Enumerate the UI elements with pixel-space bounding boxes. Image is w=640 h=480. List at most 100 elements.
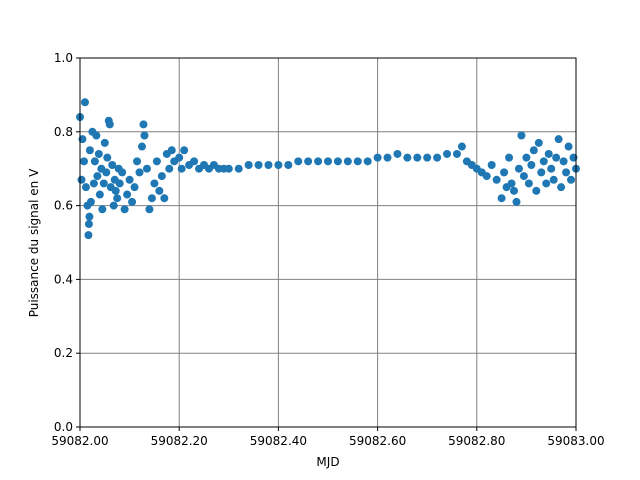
point — [125, 175, 134, 184]
point — [383, 153, 392, 162]
y-tick-label: 0.8 — [54, 125, 73, 139]
x-axis-label: MJD — [316, 455, 339, 469]
point — [105, 120, 114, 129]
point — [133, 157, 142, 166]
point — [140, 131, 149, 140]
point — [544, 149, 553, 158]
point — [497, 194, 506, 203]
point — [167, 146, 176, 155]
point — [324, 157, 332, 166]
point — [393, 149, 402, 158]
point — [514, 164, 523, 173]
point — [92, 131, 101, 140]
point — [138, 142, 146, 151]
point — [537, 168, 546, 177]
point — [443, 149, 452, 158]
point — [507, 179, 516, 188]
point — [542, 179, 551, 188]
point — [175, 153, 184, 162]
plot-frame — [79, 57, 577, 428]
point — [559, 157, 568, 166]
point — [79, 157, 88, 166]
point — [108, 161, 117, 170]
point — [423, 153, 432, 162]
point — [165, 164, 174, 173]
point — [487, 161, 496, 170]
point — [457, 142, 466, 151]
y-tick-label: 0.2 — [54, 346, 73, 360]
point — [562, 168, 571, 177]
point — [413, 153, 422, 162]
point — [527, 161, 536, 170]
point — [155, 186, 164, 195]
point — [80, 98, 89, 107]
point — [552, 153, 561, 162]
point — [120, 205, 129, 214]
point — [115, 179, 124, 188]
point — [539, 157, 548, 166]
point — [103, 153, 112, 162]
point — [152, 157, 161, 166]
point — [254, 161, 263, 170]
point — [304, 157, 313, 166]
point — [94, 149, 103, 158]
y-tick-label: 0.0 — [54, 420, 73, 434]
point — [77, 175, 86, 184]
point — [109, 201, 118, 210]
point — [403, 153, 412, 162]
point — [177, 164, 186, 173]
point — [93, 172, 102, 181]
x-tick-label: 59082.00 — [51, 434, 108, 448]
x-tick-label: 59082.80 — [448, 434, 505, 448]
point — [81, 183, 90, 192]
point — [274, 161, 283, 170]
point — [500, 168, 509, 177]
point — [264, 161, 273, 170]
point — [557, 183, 566, 192]
y-axis-label: Puissance du signal en V — [27, 168, 41, 317]
point — [549, 175, 558, 184]
point — [373, 153, 382, 162]
point — [519, 172, 528, 181]
point — [145, 205, 154, 214]
point — [89, 179, 98, 188]
point — [564, 142, 573, 151]
point — [534, 138, 543, 147]
point — [482, 172, 491, 181]
x-tick-label: 59082.20 — [151, 434, 208, 448]
point — [554, 135, 563, 144]
point — [353, 157, 362, 166]
point — [524, 179, 533, 188]
point — [150, 179, 159, 188]
point — [522, 153, 531, 162]
point — [512, 197, 521, 206]
point — [343, 157, 352, 166]
point — [510, 186, 518, 195]
y-tick-label: 0.6 — [54, 199, 73, 213]
point — [85, 212, 94, 221]
point — [98, 205, 107, 214]
point — [284, 161, 293, 170]
point — [130, 183, 139, 192]
x-tick-label: 59082.60 — [349, 434, 406, 448]
point — [84, 231, 93, 240]
point — [84, 220, 93, 229]
point — [547, 164, 556, 173]
point — [314, 157, 323, 166]
point — [234, 164, 243, 173]
point — [157, 172, 166, 181]
point — [190, 157, 199, 166]
point — [135, 168, 144, 177]
point — [532, 186, 541, 195]
point — [567, 175, 576, 184]
point — [85, 146, 94, 155]
point — [102, 168, 111, 177]
point — [333, 157, 342, 166]
point — [86, 197, 95, 206]
point — [224, 164, 233, 173]
point — [363, 157, 372, 166]
point — [180, 146, 189, 155]
point — [118, 168, 127, 177]
point — [100, 138, 109, 147]
